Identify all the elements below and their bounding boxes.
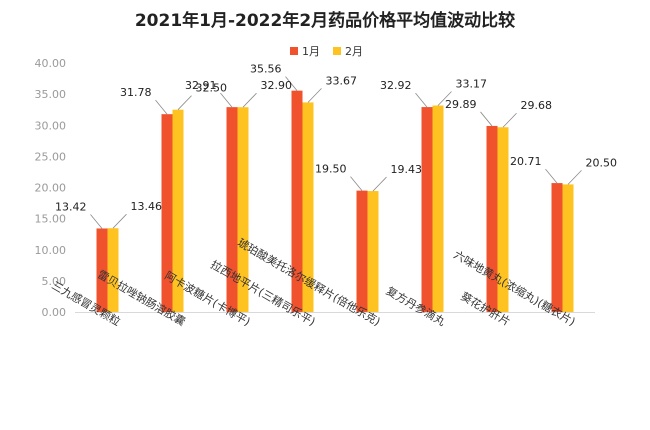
value-label-jan: 32.92 <box>380 79 412 92</box>
value-label-jan: 20.71 <box>510 155 542 168</box>
y-tick-label: 15.00 <box>35 213 67 226</box>
y-tick-label: 10.00 <box>35 244 67 257</box>
bar-jan <box>291 90 303 312</box>
leader-line <box>285 76 298 91</box>
bar-feb <box>107 228 119 312</box>
value-label-jan: 32.91 <box>185 79 217 92</box>
bar-feb <box>237 107 249 312</box>
bar-jan <box>551 183 563 312</box>
leader-line <box>220 92 233 108</box>
leader-line <box>350 176 363 191</box>
leader-line <box>112 213 127 229</box>
bar-feb <box>367 191 379 312</box>
bar-jan <box>161 114 173 313</box>
leader-line <box>372 176 387 192</box>
leader-line <box>307 88 322 103</box>
chart-title: 2021年1月-2022年2月药品价格平均值波动比较 <box>135 10 515 31</box>
y-tick-label: 35.00 <box>35 88 67 101</box>
bars <box>96 90 574 313</box>
y-tick-label: 20.00 <box>35 182 67 195</box>
y-tick-label: 0.00 <box>42 306 67 319</box>
legend-swatch-2 <box>333 47 341 55</box>
leader-line <box>567 170 582 185</box>
leader-line <box>242 92 257 108</box>
value-label-jan: 31.78 <box>120 86 152 99</box>
leader-line <box>415 92 428 108</box>
value-label-jan: 13.42 <box>55 200 87 213</box>
y-tick-label: 5.00 <box>42 275 67 288</box>
value-label-jan: 29.89 <box>445 98 477 111</box>
bar-feb <box>432 105 444 312</box>
bar-jan <box>356 190 368 312</box>
bar-jan <box>226 107 238 312</box>
bar-jan <box>421 107 433 312</box>
bar-feb <box>562 184 574 312</box>
label-leader-lines <box>90 76 582 229</box>
legend-label-2: 2月 <box>345 45 363 58</box>
y-axis: 0.00 5.00 10.00 15.00 20.00 25.00 30.00 35.00 40… <box>35 57 67 319</box>
bar-jan <box>96 228 108 312</box>
bar-jan <box>486 125 498 312</box>
legend: 1月 2月 <box>290 45 363 58</box>
value-label-feb: 19.43 <box>391 163 423 176</box>
leader-line <box>502 112 517 128</box>
value-label-feb: 29.68 <box>521 99 553 112</box>
value-label-feb: 13.46 <box>131 200 163 213</box>
legend-label-1: 1月 <box>302 45 320 58</box>
bar-feb <box>172 109 184 312</box>
leader-line <box>177 95 192 110</box>
bar-feb <box>302 102 314 312</box>
x-axis: 三九感冒灵颗粒雷贝拉唑钠肠溶胶囊阿卡波糖片(卡博平)拉西地平片(三精司乐平)琥珀… <box>49 235 595 329</box>
bar-feb <box>497 127 509 312</box>
leader-line <box>545 168 558 184</box>
leader-line <box>155 99 168 115</box>
value-label-jan: 19.50 <box>315 163 347 176</box>
leader-line <box>437 91 452 106</box>
value-label-feb: 20.50 <box>586 156 618 169</box>
leader-line <box>480 111 493 127</box>
y-tick-label: 40.00 <box>35 57 67 70</box>
leader-line <box>90 214 103 229</box>
value-label-feb: 33.67 <box>326 74 358 87</box>
value-label-feb: 33.17 <box>456 78 488 91</box>
y-tick-label: 30.00 <box>35 119 67 132</box>
y-tick-label: 25.00 <box>35 150 67 163</box>
value-label-feb: 32.50 <box>196 82 228 95</box>
legend-swatch-1 <box>290 47 298 55</box>
value-label-jan: 35.56 <box>250 63 282 76</box>
value-label-feb: 32.90 <box>261 79 293 92</box>
